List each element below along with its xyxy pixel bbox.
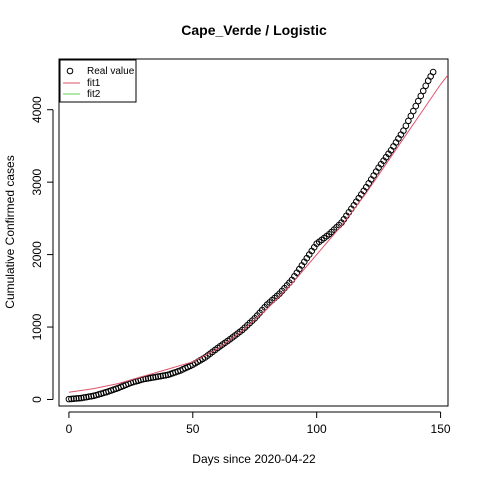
series-line-fit1 xyxy=(68,74,448,393)
data-point-real-value xyxy=(147,374,154,382)
x-tick-label: 0 xyxy=(66,422,73,436)
data-point-real-value xyxy=(65,395,73,403)
data-point-real-value xyxy=(70,395,78,402)
x-tick-label: 150 xyxy=(431,422,451,436)
data-point-real-value xyxy=(412,102,420,110)
data-point-real-value xyxy=(149,374,157,381)
legend-label-fit2: fit2 xyxy=(87,89,101,100)
data-point-real-value xyxy=(77,394,85,402)
data-point-real-value xyxy=(144,375,152,382)
data-point-real-value xyxy=(159,372,167,380)
data-point-real-value xyxy=(157,372,164,380)
x-tick-label: 50 xyxy=(186,422,200,436)
data-point-real-value xyxy=(68,395,75,403)
data-point-real-value xyxy=(85,393,93,401)
chart-title: Cape_Verde / Logistic xyxy=(181,22,327,38)
data-point-real-value xyxy=(422,82,430,90)
y-tick-label: 2000 xyxy=(30,241,44,268)
data-point-real-value xyxy=(154,373,162,380)
axes-layer: 0 50 100 150 0 1000 2000 3000 4000 xyxy=(30,96,451,436)
legend-label-real-value: Real value xyxy=(87,66,135,77)
data-point-real-value xyxy=(152,373,159,381)
data-point-real-value xyxy=(80,394,88,401)
legend: Real value fit1 fit2 xyxy=(59,59,137,103)
series-layer xyxy=(65,68,448,403)
data-point-real-value xyxy=(417,92,425,100)
y-tick-label: 1000 xyxy=(30,313,44,340)
y-tick-label: 3000 xyxy=(30,168,44,195)
data-point-real-value xyxy=(82,393,90,401)
data-point-real-value xyxy=(429,68,437,76)
x-axis-label: Days since 2020-04-22 xyxy=(192,452,316,466)
y-tick-label: 0 xyxy=(30,396,44,403)
data-point-real-value xyxy=(73,395,80,402)
legend-box xyxy=(59,59,137,103)
x-tick-label: 100 xyxy=(307,422,327,436)
data-point-real-value xyxy=(414,97,422,105)
plot-area-frame xyxy=(58,58,449,407)
data-point-real-value xyxy=(75,394,83,402)
legend-label-fit1: fit1 xyxy=(87,78,101,89)
legend-symbol-real-value xyxy=(66,67,74,75)
y-axis-label: Cumulative Confirmed cases xyxy=(3,155,17,308)
data-point-real-value xyxy=(419,87,427,95)
y-tick-label: 4000 xyxy=(30,96,44,123)
